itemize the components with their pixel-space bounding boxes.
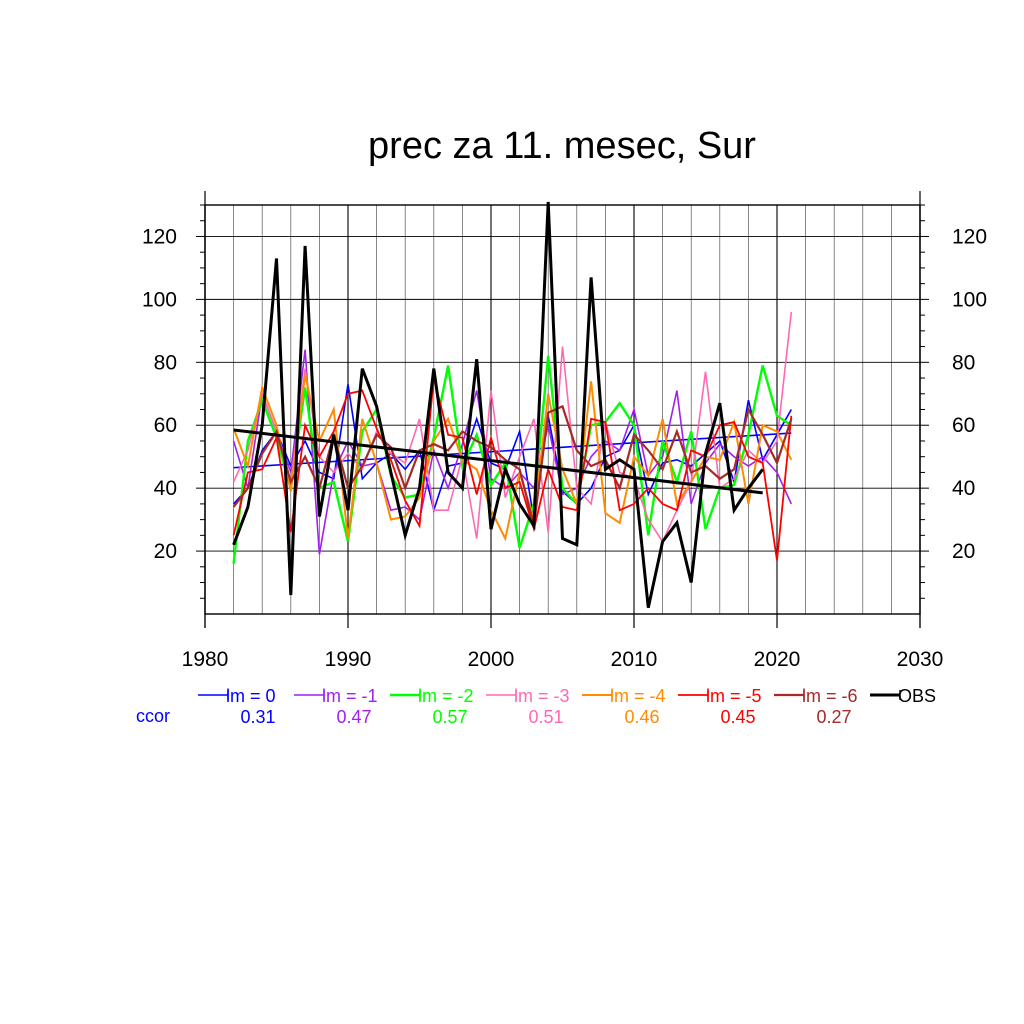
x-tick-label: 2000 xyxy=(468,648,515,671)
x-tick-label: 2020 xyxy=(754,648,801,671)
series-line-obs xyxy=(232,201,764,609)
ccor-value: 0.46 xyxy=(624,707,659,727)
y-tick-label-left: 60 xyxy=(154,414,177,437)
y-tick-label-left: 120 xyxy=(142,225,177,248)
y-tick-label-right: 80 xyxy=(952,351,975,374)
trend-line-obs xyxy=(233,428,763,495)
series-layer xyxy=(232,201,793,609)
x-tick-label: 2030 xyxy=(897,648,944,671)
y-tick-label-left: 20 xyxy=(154,540,177,563)
y-tick-label-left: 80 xyxy=(154,351,177,374)
ccor-value: 0.57 xyxy=(432,707,467,727)
y-tick-label-right: 100 xyxy=(952,288,987,311)
chart-title: prec za 11. mesec, Sur xyxy=(368,125,756,167)
legend-entry: lm = -3 xyxy=(514,686,570,706)
y-tick-label-right: 40 xyxy=(952,477,975,500)
legend-entry: OBS xyxy=(898,686,936,706)
legend: ccor lm = 00.31 lm = -10.47 lm = -20.57 lm =… xyxy=(136,686,936,727)
y-tick-label-right: 60 xyxy=(952,414,975,437)
legend-entry: lm = 0 xyxy=(226,686,276,706)
legend-entry: lm = -5 xyxy=(706,686,762,706)
ccor-value: 0.47 xyxy=(336,707,371,727)
legend-entry: lm = -2 xyxy=(418,686,474,706)
ccor-value: 0.51 xyxy=(528,707,563,727)
y-tick-label-left: 100 xyxy=(142,288,177,311)
legend-entry: lm = -6 xyxy=(802,686,858,706)
y-tick-label-left: 40 xyxy=(154,477,177,500)
x-tick-label: 2010 xyxy=(611,648,658,671)
x-tick-label: 1990 xyxy=(325,648,372,671)
ccor-label: ccor xyxy=(136,706,170,726)
x-tick-label: 1980 xyxy=(182,648,229,671)
legend-entry: lm = -4 xyxy=(610,686,666,706)
ccor-value: 0.27 xyxy=(816,707,851,727)
y-tick-label-right: 20 xyxy=(952,540,975,563)
ccor-value: 0.45 xyxy=(720,707,755,727)
ccor-value: 0.31 xyxy=(240,707,275,727)
y-tick-label-right: 120 xyxy=(952,225,987,248)
legend-entry: lm = -1 xyxy=(322,686,378,706)
